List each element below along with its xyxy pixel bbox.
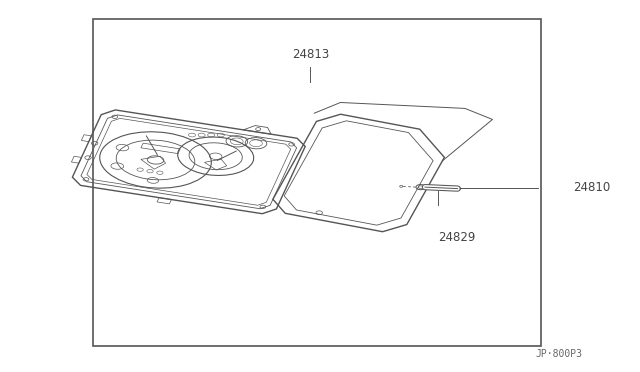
Text: JP·800P3: JP·800P3 bbox=[536, 349, 582, 359]
Bar bbox=[93, 19, 541, 346]
Text: 24810: 24810 bbox=[573, 182, 610, 194]
Text: 24813: 24813 bbox=[292, 48, 329, 61]
Text: 24829: 24829 bbox=[438, 231, 476, 244]
